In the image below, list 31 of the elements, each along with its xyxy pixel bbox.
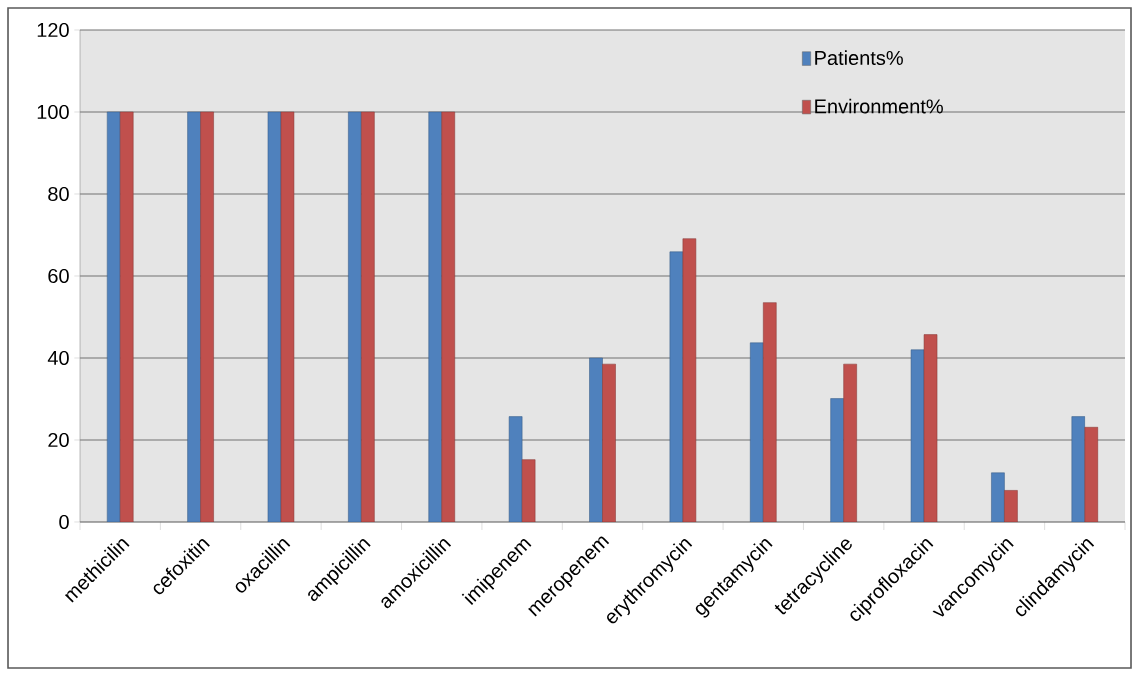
y-tick-label: 20 xyxy=(48,432,69,448)
bar xyxy=(428,111,443,522)
bar xyxy=(602,363,616,522)
y-tick-label: 0 xyxy=(59,514,69,530)
y-tick-label: 40 xyxy=(47,350,69,366)
bar xyxy=(361,111,375,522)
bar xyxy=(830,398,844,522)
legend-label: Patients% xyxy=(815,50,903,66)
bar xyxy=(843,363,857,522)
bar xyxy=(280,111,295,522)
y-tick-label: 80 xyxy=(48,186,69,202)
bar xyxy=(589,357,603,522)
bar xyxy=(750,342,764,522)
bar xyxy=(348,111,362,522)
bar xyxy=(106,111,121,522)
bar xyxy=(1084,427,1099,522)
y-tick-label: 100 xyxy=(37,104,69,120)
bar xyxy=(1004,490,1018,522)
bar xyxy=(991,472,1005,522)
y-tick-label: 60 xyxy=(48,268,69,284)
bar xyxy=(119,111,134,522)
legend-label: Environment% xyxy=(815,98,943,114)
bar xyxy=(1071,416,1086,522)
bar xyxy=(923,334,938,522)
bar xyxy=(441,111,456,522)
bar xyxy=(200,111,214,522)
bar xyxy=(187,111,201,522)
bar xyxy=(521,459,536,522)
bar xyxy=(682,238,697,522)
y-tick-label: 120 xyxy=(37,22,69,38)
bar xyxy=(763,302,777,522)
